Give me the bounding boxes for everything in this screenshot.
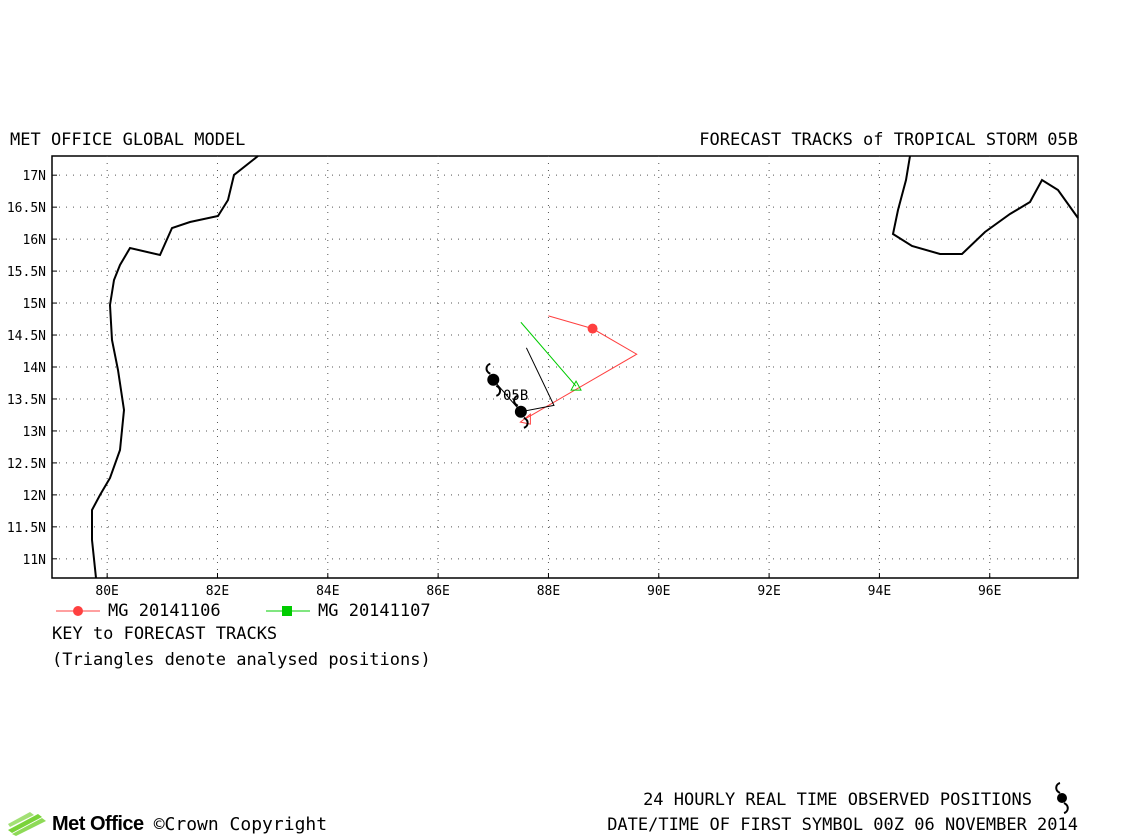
lon-tick-label: 86E	[426, 584, 449, 599]
lon-tick-label: 82E	[206, 584, 229, 599]
observed-track	[492, 347, 555, 413]
cyclone-symbol-icon	[1055, 782, 1069, 814]
track-point-mg-20141106	[587, 323, 598, 334]
track-mg-20141107	[520, 321, 577, 387]
lat-tick-label: 16N	[23, 233, 46, 248]
coastlines	[91, 155, 1079, 579]
chart-title: FORECAST TRACKS of TROPICAL STORM 05B	[699, 130, 1078, 150]
legend-label-mg-20141107: MG 20141107	[318, 601, 431, 621]
lat-tick-label: 14N	[23, 361, 46, 376]
legend-key-title: KEY to FORECAST TRACKS	[52, 624, 278, 644]
lat-tick-label: 15.5N	[7, 265, 46, 280]
lat-tick-label: 11N	[23, 553, 46, 568]
lat-tick-label: 11.5N	[7, 521, 46, 536]
coastline-india	[91, 155, 259, 579]
analysed-triangle-mg-20141107	[570, 380, 582, 391]
lat-tick-label: 13N	[23, 425, 46, 440]
lat-tick-label: 17N	[23, 169, 46, 184]
legend-key-note: (Triangles denote analysed positions)	[52, 650, 431, 670]
axis-tick-labels: 17N 16.5N 16N 15.5N 15N 14.5N 14N 13.5N 13N 12.5N…	[7, 169, 1002, 599]
first-symbol-datetime: DATE/TIME OF FIRST SYMBOL 00Z 06 NOVEMBE…	[607, 815, 1078, 835]
coastline-myanmar	[891, 155, 1079, 255]
lat-tick-label: 16.5N	[7, 201, 46, 216]
lon-tick-label: 84E	[316, 584, 339, 599]
track-mg-20141106	[526, 315, 638, 419]
lon-tick-label: 96E	[978, 584, 1001, 599]
lat-tick-label: 12.5N	[7, 457, 46, 472]
observed-positions-note: 24 HOURLY REAL TIME OBSERVED POSITIONS	[643, 790, 1032, 810]
storm-position-icon	[513, 394, 529, 429]
lat-tick-label: 14.5N	[7, 329, 46, 344]
storm-symbols	[485, 362, 529, 429]
legend-marker-mg-20141107	[266, 606, 310, 616]
model-title: MET OFFICE GLOBAL MODEL	[10, 130, 246, 150]
legend-label-mg-20141106: MG 20141106	[108, 601, 221, 621]
legend-marker-mg-20141106	[56, 606, 100, 616]
lat-tick-label: 12N	[23, 489, 46, 504]
storm-position-icon	[485, 362, 502, 397]
lat-tick-label: 13.5N	[7, 393, 46, 408]
storm-label: 05B	[503, 388, 528, 404]
lon-tick-label: 90E	[647, 584, 670, 599]
lon-tick-label: 94E	[868, 584, 891, 599]
copyright-notice: ©Crown Copyright	[153, 813, 328, 835]
brand-name: Met Office	[52, 812, 144, 835]
met-office-brand: Met Office ©Crown Copyright	[8, 810, 327, 838]
lon-tick-label: 80E	[95, 584, 118, 599]
lat-tick-label: 15N	[23, 297, 46, 312]
lon-tick-label: 92E	[757, 584, 780, 599]
forecast-tracks	[492, 315, 638, 425]
lon-tick-label: 88E	[537, 584, 560, 599]
grid-lines	[51, 155, 1079, 579]
met-office-logo-icon	[8, 812, 46, 836]
